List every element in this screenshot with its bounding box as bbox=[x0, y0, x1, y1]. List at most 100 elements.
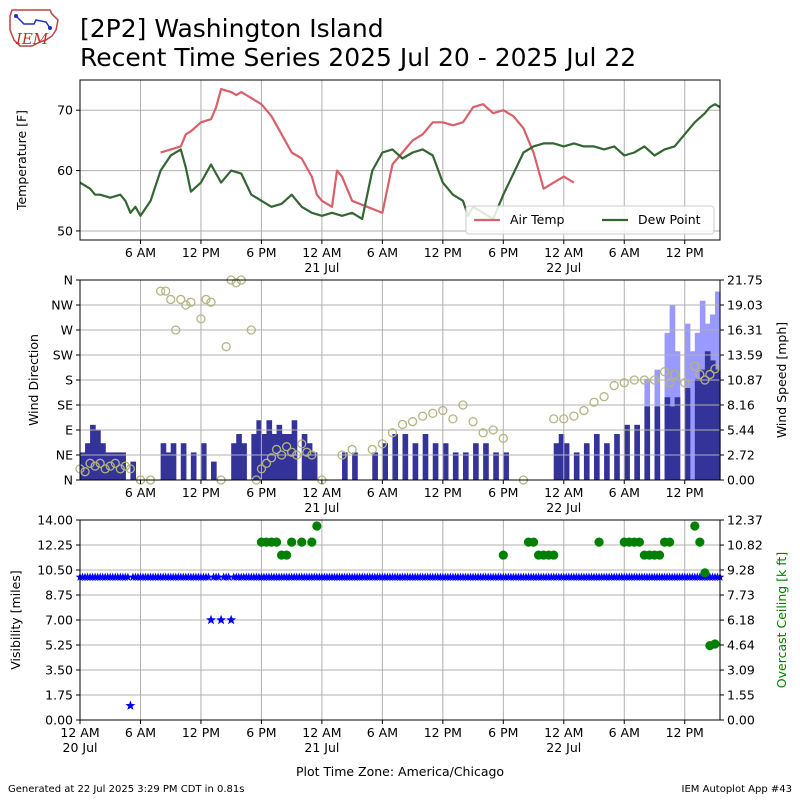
wind-direction-point bbox=[559, 414, 569, 424]
y-right-tick-label: 16.31 bbox=[727, 323, 763, 338]
wind-speed-bar bbox=[372, 452, 378, 480]
wind-speed-bar bbox=[100, 443, 106, 480]
y-tick-label: N bbox=[64, 273, 73, 288]
y-right-tick-label: 10.87 bbox=[727, 373, 763, 388]
wind-direction-point bbox=[438, 405, 448, 416]
x-tick-label: 6 AM bbox=[609, 245, 640, 260]
x-tick-label: 12 AM bbox=[302, 485, 341, 500]
wind-speed-bar bbox=[301, 434, 308, 480]
wind-direction-point bbox=[271, 444, 282, 455]
ceiling-point bbox=[282, 550, 292, 560]
wind-direction-point bbox=[292, 450, 302, 460]
wind-direction-point bbox=[186, 297, 196, 307]
wind-direction-point bbox=[307, 450, 317, 460]
wind-direction-point bbox=[609, 380, 619, 391]
x-tick-label: 6 PM bbox=[488, 485, 518, 500]
wind-direction-point bbox=[110, 458, 120, 468]
y-right-tick-label: 5.44 bbox=[727, 422, 755, 437]
wind-speed-bar bbox=[462, 452, 469, 480]
wind-direction-point bbox=[166, 294, 176, 305]
wind-direction-point bbox=[155, 286, 166, 296]
wind-speed-bar bbox=[624, 424, 630, 480]
wind-direction-point bbox=[377, 439, 388, 449]
y-tick-label: 60 bbox=[57, 163, 73, 178]
wind-direction-point bbox=[221, 342, 231, 352]
visibility-point bbox=[206, 614, 216, 625]
y-tick-label: NW bbox=[51, 298, 73, 313]
wind-speed-bar bbox=[180, 443, 187, 480]
x-tick-label: 12 AM bbox=[544, 245, 583, 260]
y-tick-label: 1.75 bbox=[45, 688, 73, 703]
ceiling-point bbox=[710, 639, 720, 649]
wind-direction-point bbox=[639, 375, 650, 385]
wind-speed-bar bbox=[392, 434, 399, 480]
wind-speed-bar bbox=[644, 406, 651, 480]
wind-direction-point bbox=[418, 411, 428, 421]
x-tick-sublabel: 22 Jul bbox=[546, 260, 581, 275]
wind-speed-bar bbox=[291, 420, 298, 480]
y-tick-label: S bbox=[65, 373, 73, 388]
wind-direction-point bbox=[90, 461, 100, 471]
ceiling-point bbox=[549, 550, 559, 560]
wind-direction-point bbox=[115, 464, 125, 474]
visibility-points bbox=[75, 521, 725, 710]
ceiling-point bbox=[634, 537, 644, 547]
wind-speed-bar bbox=[654, 406, 661, 480]
wind-speed-bar bbox=[558, 434, 565, 480]
y-tick-label: NE bbox=[56, 448, 73, 463]
x-tick-sublabel: 22 Jul bbox=[546, 740, 581, 755]
wind-direction-point bbox=[125, 464, 136, 474]
x-tick-label: 12 PM bbox=[182, 485, 220, 500]
wind-gust-bar bbox=[669, 305, 676, 480]
ceiling-point bbox=[312, 521, 322, 531]
wind-speed-bar bbox=[664, 397, 671, 480]
y-right-tick-label: 4.64 bbox=[727, 637, 755, 652]
wind-speed-bar bbox=[165, 452, 172, 480]
wind-direction-point bbox=[105, 461, 115, 471]
wind-speed-bar bbox=[402, 434, 409, 480]
wind-direction-point bbox=[705, 369, 715, 380]
wind-speed-bar bbox=[306, 443, 313, 480]
wind-direction-point bbox=[448, 414, 458, 424]
y-right-tick-label: 19.03 bbox=[727, 298, 763, 313]
wind-gust-bar bbox=[689, 351, 696, 480]
y-tick-label: 50 bbox=[57, 223, 73, 238]
title-line-1: [2P2] Washington Island bbox=[80, 14, 384, 43]
wind-speed-bar bbox=[503, 452, 509, 480]
wind-speed-bar bbox=[251, 434, 257, 480]
y-right-tick-label: 9.28 bbox=[727, 562, 755, 577]
y-right-tick-label: 21.75 bbox=[727, 273, 763, 288]
wind-direction-point bbox=[428, 408, 438, 418]
wind-direction-point bbox=[287, 447, 297, 457]
ceiling-point bbox=[287, 537, 297, 547]
page-title: [2P2] Washington Island Recent Time Seri… bbox=[80, 14, 636, 72]
wind-speed-bar bbox=[90, 424, 96, 480]
x-tick-label: 6 PM bbox=[488, 725, 518, 740]
ceiling-point bbox=[297, 537, 307, 547]
wind-direction-point bbox=[231, 278, 241, 288]
y-tick-label: 12.25 bbox=[37, 538, 73, 553]
visibility-point bbox=[214, 572, 223, 581]
x-tick-label: 6 AM bbox=[125, 725, 156, 740]
wind-speed-bar bbox=[241, 443, 247, 480]
x-tick-sublabel: 20 Jul bbox=[63, 740, 98, 755]
y-right-tick-label: 10.82 bbox=[727, 538, 763, 553]
x-tick-sublabel: 21 Jul bbox=[304, 500, 339, 515]
wind-direction-point bbox=[599, 392, 609, 402]
wind-direction-point bbox=[120, 461, 131, 471]
wind-speed-bar bbox=[442, 443, 449, 480]
wind-speed-bar bbox=[170, 443, 177, 480]
visibility-point bbox=[204, 572, 213, 581]
x-tick-sublabel: 21 Jul bbox=[304, 260, 339, 275]
wind-direction-point bbox=[690, 361, 700, 371]
x-tick-label: 12 PM bbox=[424, 485, 462, 500]
wind-direction-point bbox=[649, 375, 660, 385]
wind-direction-point bbox=[181, 300, 191, 310]
y-tick-label: 70 bbox=[57, 103, 73, 118]
wind-speed-bar bbox=[190, 452, 197, 480]
y-tick-label: 3.50 bbox=[45, 663, 73, 678]
x-tick-label: 12 PM bbox=[424, 725, 462, 740]
